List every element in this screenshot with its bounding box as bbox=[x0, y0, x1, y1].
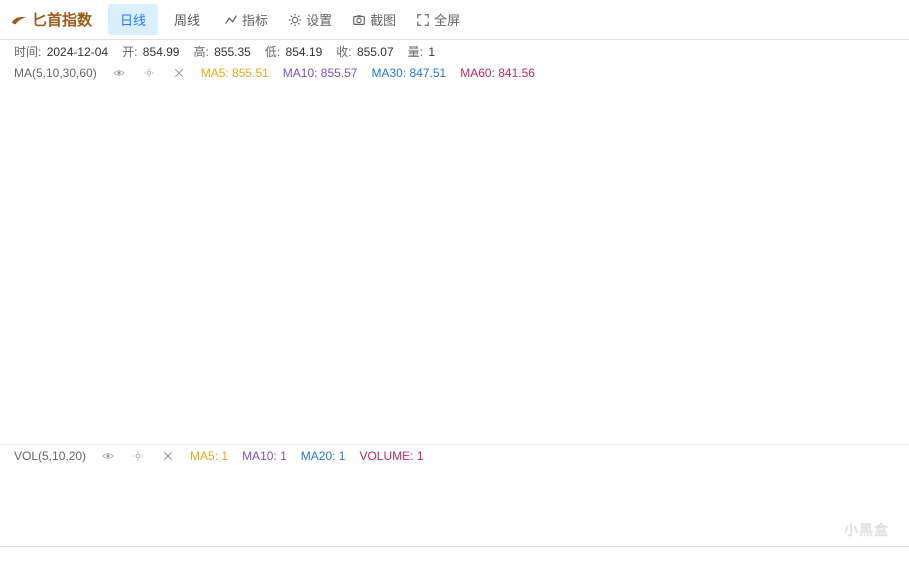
ma5-value: MA5: 855.51 bbox=[201, 66, 269, 80]
vol-ma20: MA20: 1 bbox=[301, 449, 346, 463]
settings-sm-icon[interactable] bbox=[132, 450, 144, 462]
close-sm-icon[interactable] bbox=[173, 67, 185, 79]
vol-label: 量: bbox=[408, 45, 423, 59]
eye-icon[interactable] bbox=[113, 67, 125, 79]
tool-fullscreen[interactable]: 全屏 bbox=[408, 6, 468, 33]
vol-ma5: MA5: 1 bbox=[190, 449, 228, 463]
watermark: 小黑盒 bbox=[844, 520, 889, 540]
vol-volume: VOLUME: 1 bbox=[359, 449, 423, 463]
camera-icon bbox=[352, 13, 366, 27]
price-chart[interactable] bbox=[0, 84, 909, 444]
close-value: 855.07 bbox=[357, 45, 394, 59]
tab-weekly[interactable]: 周线 bbox=[162, 4, 212, 35]
x-axis bbox=[0, 546, 909, 566]
open-value: 854.99 bbox=[143, 45, 180, 59]
high-value: 855.35 bbox=[214, 45, 251, 59]
low-value: 854.19 bbox=[286, 45, 323, 59]
price-y-axis bbox=[859, 84, 909, 444]
price-chart-svg bbox=[0, 84, 909, 444]
ma30-value: MA30: 847.51 bbox=[371, 66, 446, 80]
volume-chart[interactable]: 小黑盒 bbox=[0, 466, 909, 546]
tab-daily[interactable]: 日线 bbox=[108, 4, 158, 35]
ohlc-info: 时间: 2024-12-04 开: 854.99 高: 855.35 低: 85… bbox=[0, 40, 909, 62]
toolbar: 匕首指数 日线 周线 指标 设置 截图 全屏 bbox=[0, 0, 909, 40]
title-text: 匕首指数 bbox=[32, 9, 92, 30]
logo-icon bbox=[10, 13, 28, 27]
tool-indicator-label: 指标 bbox=[242, 10, 268, 29]
tool-fullscreen-label: 全屏 bbox=[434, 10, 460, 29]
tool-screenshot-label: 截图 bbox=[370, 10, 396, 29]
ma-header: MA(5,10,30,60) bbox=[14, 66, 97, 80]
page-title: 匕首指数 bbox=[10, 9, 92, 30]
tool-indicator[interactable]: 指标 bbox=[216, 6, 276, 33]
high-label: 高: bbox=[193, 45, 208, 59]
low-label: 低: bbox=[265, 45, 280, 59]
open-label: 开: bbox=[122, 45, 137, 59]
time-value: 2024-12-04 bbox=[47, 45, 108, 59]
ma-info: MA(5,10,30,60) MA5: 855.51 MA10: 855.57 … bbox=[0, 62, 909, 84]
ma10-value: MA10: 855.57 bbox=[283, 66, 358, 80]
tool-screenshot[interactable]: 截图 bbox=[344, 6, 404, 33]
time-label: 时间: bbox=[14, 45, 41, 59]
chart-area: VOL(5,10,20) MA5: 1 MA10: 1 MA20: 1 VOLU… bbox=[0, 84, 909, 566]
close-sm-icon[interactable] bbox=[162, 450, 174, 462]
vol-header-label: VOL(5,10,20) bbox=[14, 449, 86, 463]
ma60-value: MA60: 841.56 bbox=[460, 66, 535, 80]
tool-settings[interactable]: 设置 bbox=[280, 6, 340, 33]
vol-value: 1 bbox=[428, 45, 435, 59]
fullscreen-icon bbox=[416, 13, 430, 27]
close-label: 收: bbox=[336, 45, 351, 59]
indicator-icon bbox=[224, 13, 238, 27]
volume-info: VOL(5,10,20) MA5: 1 MA10: 1 MA20: 1 VOLU… bbox=[0, 444, 909, 466]
vol-ma10: MA10: 1 bbox=[242, 449, 287, 463]
gear-icon bbox=[288, 13, 302, 27]
tool-settings-label: 设置 bbox=[306, 10, 332, 29]
settings-sm-icon[interactable] bbox=[143, 67, 155, 79]
volume-chart-svg bbox=[0, 466, 909, 546]
eye-icon[interactable] bbox=[102, 450, 114, 462]
